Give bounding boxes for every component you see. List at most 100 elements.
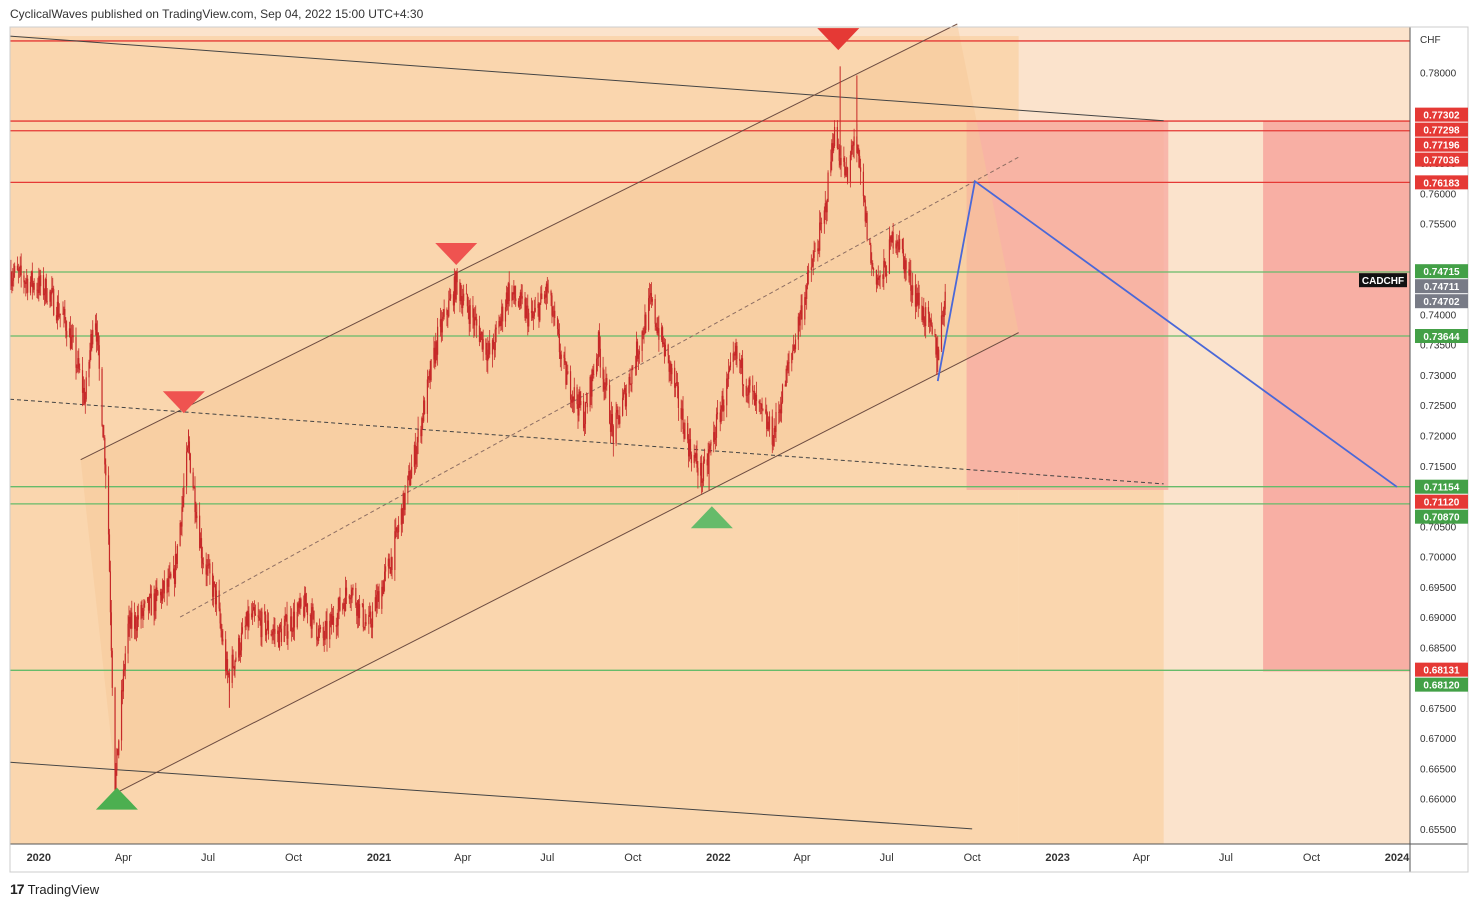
candle-body — [526, 305, 528, 307]
candle-body — [797, 316, 799, 340]
candle-body — [846, 167, 848, 169]
price-badge-label-13: 0.68120 — [1423, 681, 1460, 692]
candle-body — [332, 616, 335, 626]
candle-body — [363, 627, 365, 629]
candle-body — [925, 307, 927, 327]
candle-body — [147, 597, 150, 611]
triangle-up-marker-0 — [95, 787, 138, 810]
candle-body — [573, 387, 575, 401]
candle-body — [174, 554, 177, 584]
candle-body — [871, 262, 873, 264]
x-tick-2: Jul — [201, 852, 215, 864]
candle-body — [358, 604, 361, 619]
candle-body — [695, 453, 697, 458]
x-tick-6: Jul — [540, 852, 554, 864]
candle-body — [284, 619, 286, 626]
candle-body — [859, 167, 862, 172]
price-badge-4 — [1415, 175, 1468, 190]
candle-body — [357, 600, 359, 616]
candle-body — [780, 402, 783, 414]
candle-body — [746, 395, 748, 396]
candle-body — [384, 566, 387, 572]
candle-body — [200, 538, 203, 559]
candle-body — [153, 593, 155, 616]
candle-body — [271, 634, 273, 636]
candle-body — [144, 601, 146, 604]
candle-body — [173, 568, 176, 584]
candle-body — [105, 464, 107, 476]
candle-body — [780, 409, 782, 414]
candle-body — [110, 612, 112, 651]
candle-body — [365, 622, 367, 625]
candle-body — [598, 331, 600, 349]
candle-body — [495, 327, 497, 330]
candle-body — [793, 345, 795, 351]
candle-body — [189, 453, 191, 473]
candle-body — [812, 257, 814, 267]
candle-body — [631, 367, 633, 384]
candle-body — [905, 260, 907, 270]
candle-body — [420, 429, 422, 437]
zone-3 — [1263, 120, 1410, 672]
candle-body — [508, 283, 510, 302]
candle-body — [546, 283, 548, 292]
candle-body — [107, 475, 110, 535]
candle-body — [830, 161, 832, 173]
candle-body — [909, 270, 911, 276]
candle-body — [912, 285, 914, 296]
candle-body — [857, 148, 859, 153]
candle-body — [758, 400, 760, 404]
candle-body — [14, 265, 16, 273]
candle-body — [253, 607, 256, 614]
candle-body — [404, 493, 406, 510]
candle-body — [462, 300, 464, 309]
candle-body — [940, 315, 943, 350]
candle-body — [715, 414, 718, 438]
candle-body — [416, 442, 418, 455]
candle-body — [417, 429, 419, 443]
candle-body — [233, 666, 235, 670]
candle-body — [602, 367, 604, 380]
candle-body — [870, 244, 872, 263]
candle-body — [163, 580, 165, 594]
candle-body — [850, 150, 852, 156]
candle-body — [518, 305, 521, 307]
candle-body — [463, 293, 465, 301]
candle-body — [51, 288, 53, 295]
candle-body — [616, 409, 618, 413]
candle-body — [410, 466, 413, 479]
triangle-up-marker-3 — [690, 506, 733, 529]
candle-body — [794, 339, 797, 350]
candle-body — [543, 294, 546, 300]
candle-body — [156, 587, 158, 592]
tradingview-logo[interactable]: 17 TradingView — [10, 881, 99, 897]
candle-body — [741, 358, 743, 368]
candle-body — [78, 358, 80, 370]
candle-body — [690, 454, 693, 464]
candle-body — [846, 167, 849, 182]
candle-body — [76, 367, 78, 369]
trend-line-0 — [9, 35, 1164, 122]
trend-line-2 — [80, 23, 958, 461]
time-scale — [10, 844, 1468, 871]
candle-body — [615, 412, 617, 444]
candle-body — [299, 598, 301, 608]
y-tick-20: 0.65500 — [1420, 825, 1457, 836]
candle-body — [492, 340, 494, 349]
candle-body — [716, 412, 719, 415]
candle-body — [682, 408, 684, 430]
candle-body — [129, 616, 131, 629]
candle-body — [206, 565, 208, 575]
candle-body — [482, 338, 484, 350]
candle-body — [305, 593, 307, 607]
candle-body — [355, 588, 357, 606]
candle-body — [564, 358, 566, 363]
candle-body — [70, 336, 72, 349]
candle-body — [898, 246, 900, 250]
candle-body — [648, 298, 650, 330]
candle-body — [811, 266, 813, 268]
candle-body — [368, 614, 370, 625]
candle-body — [733, 353, 735, 355]
candle-body — [688, 439, 691, 457]
